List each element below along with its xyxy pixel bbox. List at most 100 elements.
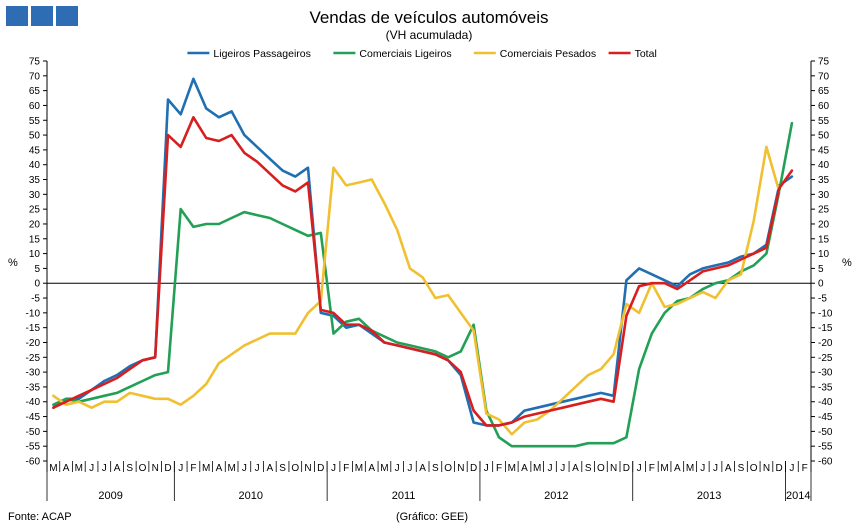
y-tick-label-left: 45: [29, 145, 41, 156]
y-ticks-left: -60-55-50-45-40-35-30-25-20-15-10-505101…: [26, 57, 47, 468]
chart-title: Vendas de veículos automóveis: [309, 8, 548, 27]
x-month-label: O: [750, 463, 758, 474]
credit-note: (Gráfico: GEE): [396, 511, 468, 523]
x-month-label: J: [637, 463, 642, 474]
y-tick-label-right: -60: [818, 457, 833, 468]
y-tick-label-left: -50: [26, 427, 41, 438]
x-month-label: J: [789, 463, 794, 474]
x-year-label: 2010: [238, 490, 262, 502]
x-month-label: D: [776, 463, 783, 474]
x-year-label: 2014: [786, 490, 810, 502]
x-month-label: M: [75, 463, 83, 474]
x-month-label: M: [202, 463, 210, 474]
y-tick-label-left: 30: [29, 190, 41, 201]
y-tick-label-left: -10: [26, 308, 41, 319]
y-tick-label-right: 65: [818, 86, 830, 97]
x-month-label: J: [700, 463, 705, 474]
y-tick-label-left: 65: [29, 86, 41, 97]
x-month-label: J: [89, 463, 94, 474]
y-tick-label-left: 0: [34, 279, 40, 290]
legend-label-comerciais-ligeiros: Comerciais Ligeiros: [359, 48, 451, 60]
y-tick-label-left: -35: [26, 382, 41, 393]
y-tick-label-left: -5: [31, 294, 40, 305]
x-month-label: D: [470, 463, 477, 474]
x-year-label: 2013: [697, 490, 721, 502]
logo-square-2: [31, 6, 53, 26]
x-month-label: J: [547, 463, 552, 474]
x-month-label: N: [304, 463, 311, 474]
x-month-label: A: [114, 463, 121, 474]
y-tick-label-left: -30: [26, 368, 41, 379]
x-year-label: 2011: [392, 490, 416, 502]
y-axis-label-right: %: [842, 257, 852, 269]
x-month-label: J: [484, 463, 489, 474]
y-tick-label-left: -15: [26, 323, 41, 334]
y-tick-label-right: 20: [818, 219, 830, 230]
x-month-label: J: [407, 463, 412, 474]
x-month-label: S: [279, 463, 286, 474]
x-month-label: A: [63, 463, 70, 474]
y-axis-label-left: %: [8, 257, 18, 269]
y-tick-label-left: 10: [29, 249, 41, 260]
x-month-label: O: [139, 463, 147, 474]
legend-label-comerciais-pesados: Comerciais Pesados: [500, 48, 596, 60]
x-month-label: A: [674, 463, 681, 474]
x-month-label: J: [713, 463, 718, 474]
x-month-label: F: [649, 463, 655, 474]
x-month-label: D: [623, 463, 630, 474]
logo-square-3: [56, 6, 78, 26]
y-tick-label-right: -55: [818, 442, 833, 453]
y-tick-label-left: 25: [29, 205, 41, 216]
x-month-label: M: [355, 463, 363, 474]
x-month-label: D: [317, 463, 324, 474]
series-lines: [52, 77, 794, 448]
y-tick-label-right: -50: [818, 427, 833, 438]
y-tick-label-left: -55: [26, 442, 41, 453]
x-month-label: F: [802, 463, 808, 474]
x-year-label: 2009: [98, 490, 122, 502]
y-tick-label-right: 35: [818, 175, 830, 186]
y-tick-label-right: 50: [818, 131, 830, 142]
y-tick-label-left: 60: [29, 101, 41, 112]
y-tick-label-left: 50: [29, 131, 41, 142]
y-tick-label-left: -25: [26, 353, 41, 364]
y-tick-label-right: 10: [818, 249, 830, 260]
y-tick-label-right: -45: [818, 412, 833, 423]
x-month-label: N: [152, 463, 159, 474]
x-month-label: F: [190, 463, 196, 474]
x-month-label: M: [660, 463, 668, 474]
y-tick-label-right: 25: [818, 205, 830, 216]
y-tick-label-right: 15: [818, 234, 830, 245]
x-month-label: J: [255, 463, 260, 474]
x-month-label: J: [395, 463, 400, 474]
x-month-label: M: [533, 463, 541, 474]
x-month-label: F: [496, 463, 502, 474]
x-month-label: N: [457, 463, 464, 474]
x-month-label: S: [585, 463, 592, 474]
y-tick-label-right: -40: [818, 397, 833, 408]
y-tick-label-left: 40: [29, 160, 41, 171]
y-tick-label-left: 70: [29, 71, 41, 82]
x-month-label: J: [331, 463, 336, 474]
x-month-label: A: [266, 463, 273, 474]
x-month-label: M: [49, 463, 57, 474]
y-tick-label-left: 20: [29, 219, 41, 230]
x-month-label: O: [597, 463, 605, 474]
x-month-label: J: [102, 463, 107, 474]
series-line-total: [52, 116, 794, 427]
x-month-label: S: [126, 463, 133, 474]
y-tick-label-right: 75: [818, 57, 830, 68]
x-month-label: A: [419, 463, 426, 474]
y-tick-label-left: 55: [29, 116, 41, 127]
y-tick-label-left: -60: [26, 457, 41, 468]
chart-subtitle: (VH acumulada): [386, 28, 473, 42]
legend-label-ligeiros-passageiros: Ligeiros Passageiros: [213, 48, 310, 60]
y-tick-label-right: 45: [818, 145, 830, 156]
x-month-label: S: [432, 463, 439, 474]
x-month-label: O: [444, 463, 452, 474]
x-month-label: O: [291, 463, 299, 474]
x-month-label: A: [572, 463, 579, 474]
x-month-label: A: [725, 463, 732, 474]
